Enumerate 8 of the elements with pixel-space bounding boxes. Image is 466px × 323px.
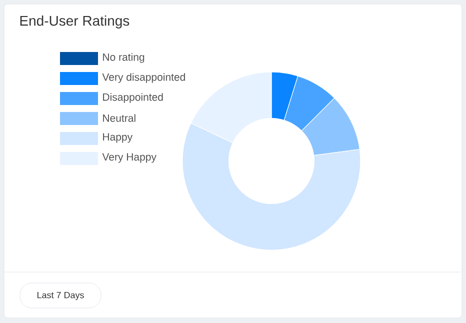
legend-label: Very Happy [102, 153, 156, 163]
legend-label: Very disappointed [102, 73, 185, 83]
legend-label: Happy [103, 133, 133, 143]
legend-label: Neutral [103, 114, 136, 122]
chart-title: End-User Ratings [20, 15, 130, 29]
text: Last 7 Days [37, 292, 84, 300]
legend-label: Disappointed [103, 93, 163, 103]
legend-label: No rating [103, 53, 144, 63]
